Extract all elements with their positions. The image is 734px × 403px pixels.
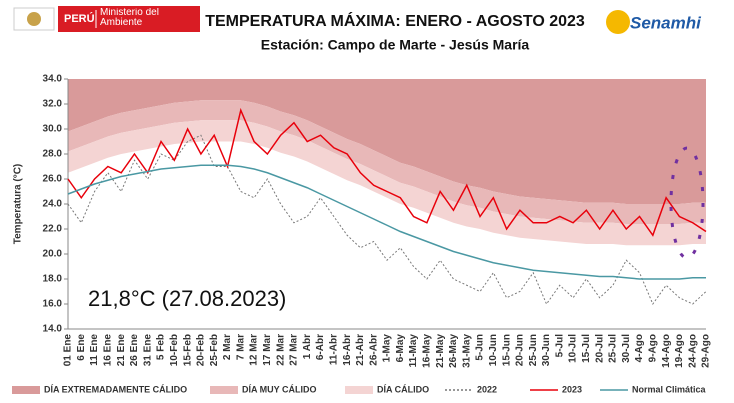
band-area — [68, 100, 706, 224]
x-tick-label: 6 Ene — [76, 334, 87, 361]
x-tick-label: 29-Ago — [701, 334, 712, 368]
legend-label: Normal Climática — [632, 384, 707, 394]
y-tick-label: 30.0 — [43, 124, 63, 135]
legend-label: DÍA MUY CÁLIDO — [242, 384, 317, 394]
chart-subtitle: Estación: Campo de Marte - Jesús María — [261, 37, 530, 53]
y-axis-label: Temperatura (°C) — [13, 164, 24, 245]
x-tick-label: 26 Ene — [129, 334, 140, 367]
x-tick-label: 26-May — [448, 334, 459, 368]
x-tick-label: 6-May — [395, 334, 406, 363]
series-line — [67, 164, 706, 280]
x-tick-label: 21-May — [435, 334, 446, 368]
y-tick-label: 28.0 — [43, 149, 63, 160]
legend-swatch — [345, 386, 373, 394]
x-tick-label: 10-Jul — [568, 334, 579, 363]
x-tick-label: 25-Jul — [608, 334, 619, 363]
series-line — [67, 107, 707, 237]
x-tick-label: 26-Abr — [368, 334, 379, 366]
x-tick-label: 6-Abr — [315, 334, 326, 360]
y-tick-label: 24.0 — [43, 199, 63, 210]
x-tick-label: 2 Mar — [222, 334, 233, 360]
x-tick-label: 20-Jun — [515, 334, 526, 366]
highlight-ellipse — [669, 146, 705, 260]
y-tick-label: 26.0 — [43, 174, 63, 185]
x-tick-label: 11-May — [408, 334, 419, 368]
x-tick-label: 1-May — [382, 334, 393, 363]
x-tick-label: 11 Ene — [89, 334, 100, 366]
country: PERÚ — [64, 12, 95, 25]
y-tick-label: 34.0 — [43, 74, 63, 85]
x-tick-label: 30-Jul — [621, 334, 632, 363]
sun-icon — [606, 10, 630, 34]
band-area — [68, 120, 706, 246]
x-tick-label: 31-May — [461, 334, 472, 368]
y-tick-label: 14.0 — [43, 324, 63, 335]
x-tick-label: 5 Feb — [156, 334, 167, 360]
x-tick-label: 10-Jun — [488, 334, 499, 366]
x-tick-label: 5-Jul — [554, 334, 565, 358]
ministry-box: Ministerio del Ambiente — [100, 8, 159, 28]
legend-label: DÍA CÁLIDO — [377, 384, 429, 394]
x-tick-label: 7 Mar — [235, 334, 246, 360]
y-tick-label: 32.0 — [43, 99, 63, 110]
x-tick-label: 16-Abr — [342, 334, 353, 366]
y-tick-label: 18.0 — [43, 274, 63, 285]
x-tick-label: 31 Ene — [142, 334, 153, 367]
x-tick-label: 16-May — [422, 334, 433, 368]
emblem-icon — [27, 12, 41, 26]
x-tick-label: 25-Jun — [528, 334, 539, 366]
x-tick-label: 4-Ago — [634, 334, 645, 362]
x-tick-label: 15-Feb — [182, 334, 193, 366]
legend-swatch — [210, 386, 238, 394]
x-tick-label: 21-Abr — [355, 334, 366, 366]
x-tick-label: 01 Ene — [63, 334, 74, 367]
band-area — [68, 79, 706, 204]
chart-title: TEMPERATURA MÁXIMA: ENERO - AGOSTO 2023 — [205, 11, 585, 30]
x-tick-label: 12 Mar — [249, 334, 260, 366]
x-tick-label: 24-Ago — [687, 334, 698, 368]
x-tick-label: 5-Jun — [475, 334, 486, 361]
x-tick-label: 9-Ago — [647, 334, 658, 362]
ministry: Ministerio del Ambiente — [100, 8, 159, 28]
x-tick-label: 21 Ene — [116, 334, 127, 367]
x-tick-label: 14-Ago — [661, 334, 672, 368]
ministry-badge — [58, 6, 200, 32]
legend-label: 2023 — [562, 384, 582, 394]
x-tick-label: 22 Mar — [275, 334, 286, 366]
plot: 14.0 16.0 18.0 20.0 22.0 24.0 26.0 28.0 30.0 32.0… — [12, 74, 712, 394]
x-tick-label: 15-Jul — [581, 334, 592, 363]
legend-swatch — [12, 386, 40, 394]
x-tick-label: 16 Ene — [103, 334, 114, 367]
x-tick-label: 11-Abr — [328, 334, 339, 365]
annotation: 21,8°C (27.08.2023) — [88, 286, 286, 311]
x-tick-label: 20-Jul — [594, 334, 605, 363]
y-tick-label: 16.0 — [43, 299, 63, 310]
legend-label: DÍA EXTREMADAMENTE CÁLIDO — [44, 384, 187, 394]
y-tick-label: 22.0 — [43, 224, 63, 235]
x-tick-label: 1 Abr — [302, 334, 313, 359]
x-tick-label: 30-Jun — [541, 334, 552, 366]
agency: Senamhi — [630, 13, 702, 32]
y-tick-label: 20.0 — [43, 249, 63, 260]
x-tick-label: 20-Feb — [196, 334, 207, 366]
series-line — [67, 134, 707, 306]
x-tick-label: 19-Ago — [674, 334, 685, 368]
x-tick-label: 10-Feb — [169, 334, 180, 366]
legend-label: 2022 — [477, 384, 497, 394]
x-tick-label: 15-Jun — [501, 334, 512, 366]
x-tick-label: 27 Mar — [289, 334, 300, 366]
x-tick-label: 17 Mar — [262, 334, 273, 366]
x-tick-label: 25-Feb — [209, 334, 220, 366]
